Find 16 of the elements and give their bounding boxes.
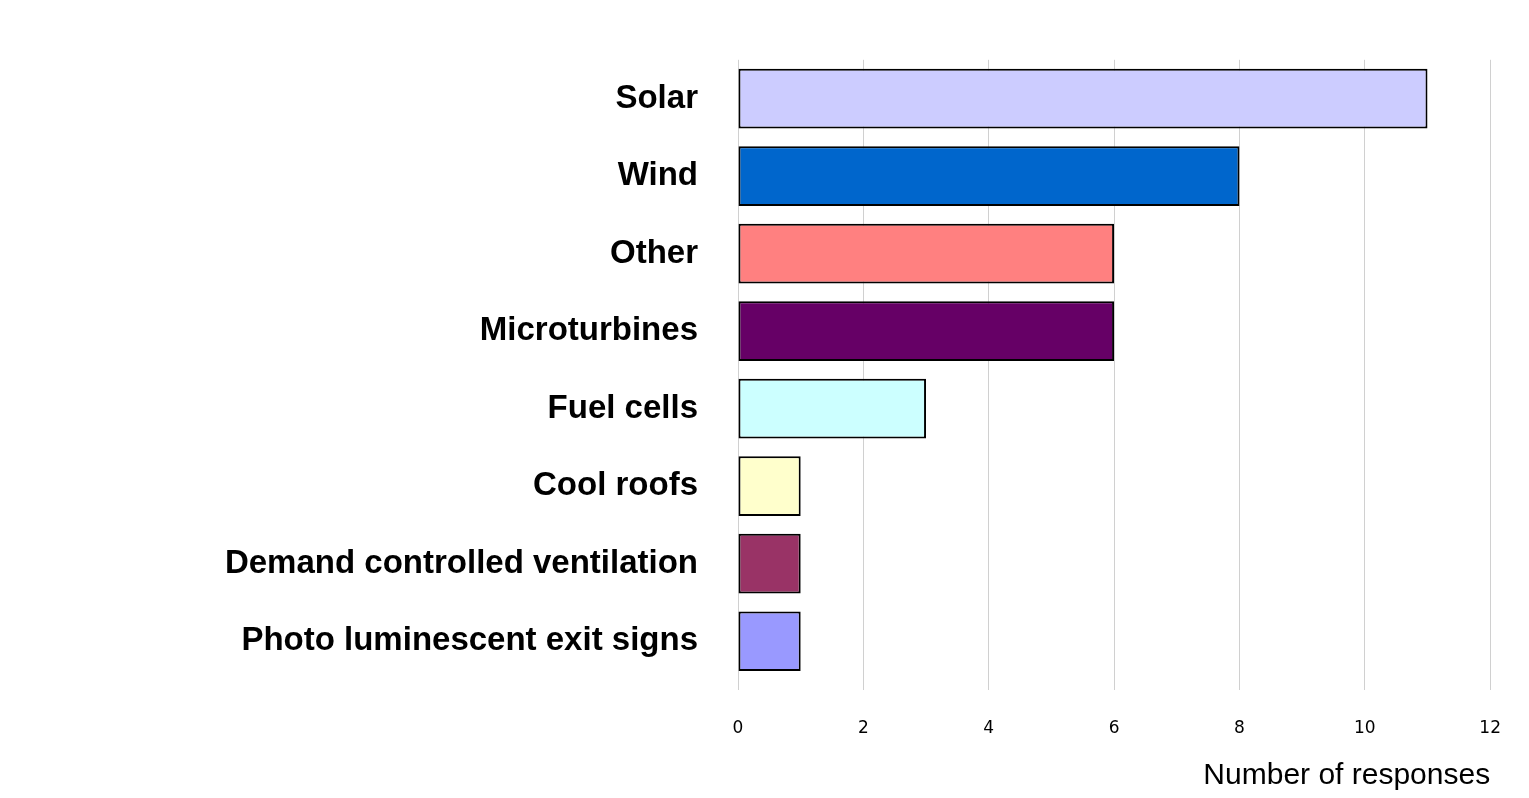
y-tick-label: Solar: [615, 77, 699, 115]
x-tick-label: 6: [1108, 716, 1120, 737]
x-tick-label: 0: [732, 716, 744, 737]
y-tick-label: Cool roofs: [533, 465, 698, 503]
x-axis-title: Number of responses: [1203, 757, 1491, 791]
y-tick-label: Wind: [617, 155, 698, 193]
x-tick-label: 4: [983, 716, 995, 737]
x-tick-label: 8: [1234, 716, 1245, 737]
y-tick-label: Photo luminescent exit signs: [241, 620, 698, 658]
x-tick-label: 2: [857, 716, 869, 737]
y-tick-label: Demand controlled ventilation: [224, 542, 698, 580]
y-tick-label: Microturbines: [479, 310, 698, 348]
x-tick-label: 12: [1479, 716, 1501, 737]
x-tick-label: 10: [1354, 716, 1376, 737]
y-tick-label: Fuel cells: [547, 387, 698, 425]
y-tick-label: Other: [609, 232, 699, 270]
